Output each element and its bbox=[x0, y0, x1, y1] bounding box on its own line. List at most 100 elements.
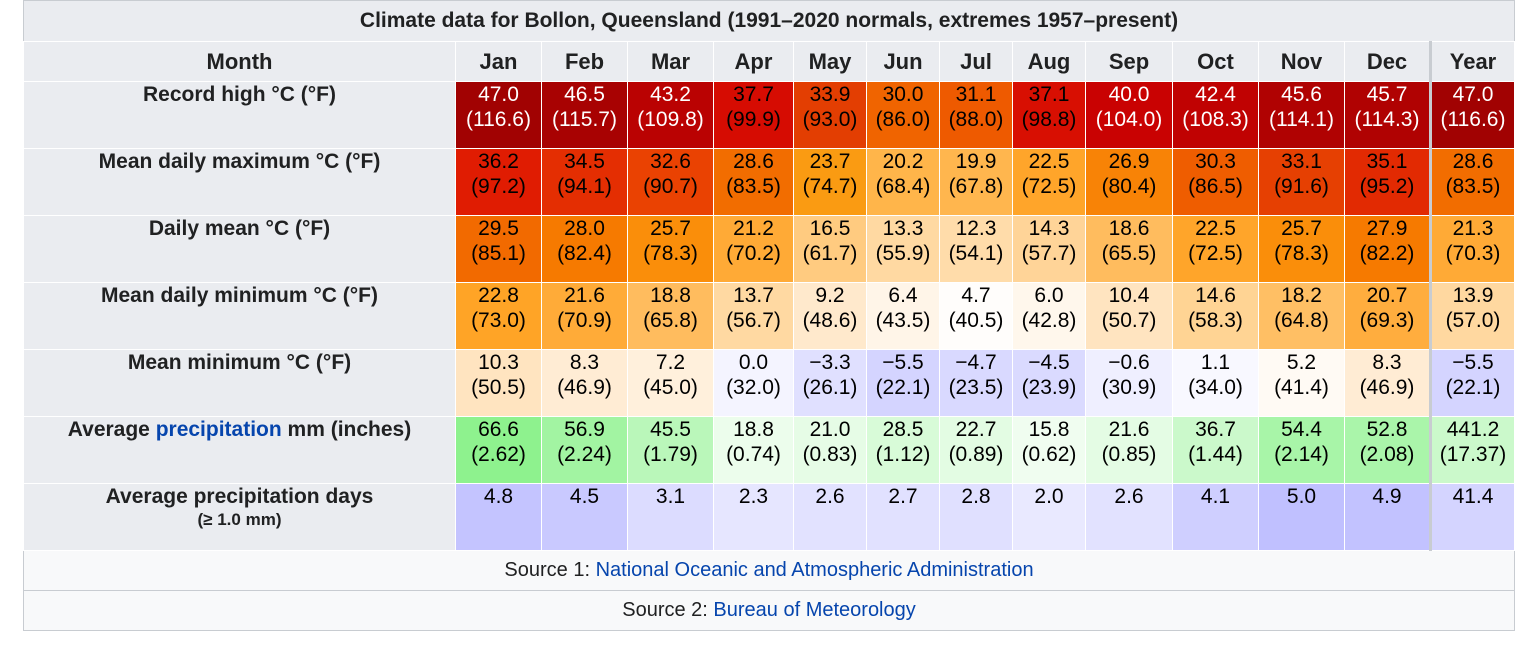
value-cell: 8.3 (46.9) bbox=[1344, 349, 1431, 417]
value-cell: 21.2 (70.2) bbox=[713, 215, 794, 283]
table-row: Average precipitation mm (inches) 66.6 (2.… bbox=[23, 416, 1515, 484]
value-cell: 16.5 (61.7) bbox=[793, 215, 867, 283]
imperial-value: (67.8) bbox=[948, 175, 1004, 198]
value-cell: 21.6 (0.85) bbox=[1085, 416, 1173, 484]
imperial-value: (85.1) bbox=[471, 242, 526, 265]
value-cell: 4.7 (40.5) bbox=[939, 282, 1013, 350]
imperial-value: (114.3) bbox=[1354, 108, 1420, 131]
value-cell: 3.1 bbox=[627, 483, 714, 551]
imperial-value: (65.5) bbox=[1101, 242, 1157, 265]
value-cell: 43.2 (109.8) bbox=[627, 81, 714, 149]
metric-value: 46.5 bbox=[564, 83, 605, 106]
imperial-value: (2.14) bbox=[1274, 443, 1329, 466]
value-cell: 30.0 (86.0) bbox=[866, 81, 940, 149]
value-cell: 2.0 bbox=[1012, 483, 1086, 551]
imperial-value: (69.3) bbox=[1359, 309, 1415, 332]
metric-value: 10.3 bbox=[478, 351, 519, 374]
imperial-value: (108.3) bbox=[1182, 108, 1249, 131]
value-cell: 45.7 (114.3) bbox=[1344, 81, 1431, 149]
metric-value: 8.3 bbox=[1372, 351, 1402, 374]
row-label-text: Average precipitation days bbox=[105, 485, 374, 508]
metric-value: 22.8 bbox=[478, 284, 519, 307]
source-link[interactable]: National Oceanic and Atmospheric Adminis… bbox=[595, 559, 1034, 581]
metric-value: 35.1 bbox=[1366, 150, 1408, 173]
imperial-value: (88.0) bbox=[948, 108, 1004, 131]
value-cell: 56.9 (2.24) bbox=[541, 416, 628, 484]
imperial-value: (99.9) bbox=[726, 108, 781, 131]
metric-value: 22.5 bbox=[1195, 217, 1236, 240]
metric-value: 22.7 bbox=[955, 418, 997, 441]
metric-value: 13.9 bbox=[1452, 284, 1494, 307]
metric-value: 21.6 bbox=[564, 284, 605, 307]
metric-value: −5.5 bbox=[882, 351, 924, 374]
metric-value: 22.5 bbox=[1028, 150, 1070, 173]
value-cell: −5.5 (22.1) bbox=[866, 349, 940, 417]
imperial-value: (41.4) bbox=[1274, 376, 1329, 399]
imperial-value: (91.6) bbox=[1274, 175, 1329, 198]
metric-value: 4.1 bbox=[1200, 485, 1231, 508]
imperial-value: (34.0) bbox=[1188, 376, 1243, 399]
metric-value: 13.3 bbox=[882, 217, 924, 240]
value-cell: 4.5 bbox=[541, 483, 628, 551]
value-cell: −0.6 (30.9) bbox=[1085, 349, 1173, 417]
month-header-oct: Oct bbox=[1172, 41, 1259, 82]
imperial-value: (86.0) bbox=[875, 108, 931, 131]
value-cell: 36.2 (97.2) bbox=[455, 148, 542, 216]
month-header-jul: Jul bbox=[939, 41, 1013, 82]
source-link[interactable]: Bureau of Meteorology bbox=[713, 599, 916, 621]
metric-value: 2.0 bbox=[1034, 485, 1064, 508]
year-cell: −5.5 (22.1) bbox=[1429, 349, 1515, 417]
imperial-value: (0.83) bbox=[802, 443, 858, 466]
imperial-value: (46.9) bbox=[1359, 376, 1415, 399]
metric-value: 14.6 bbox=[1195, 284, 1236, 307]
metric-value: 2.6 bbox=[815, 485, 845, 508]
metric-value: 15.8 bbox=[1028, 418, 1070, 441]
imperial-value: (2.08) bbox=[1359, 443, 1415, 466]
imperial-value: (22.1) bbox=[875, 376, 931, 399]
metric-value: 2.8 bbox=[961, 485, 991, 508]
month-header-apr: Apr bbox=[713, 41, 794, 82]
row-label-prefix: Average bbox=[67, 418, 156, 441]
precipitation-link[interactable]: precipitation bbox=[155, 418, 282, 441]
metric-value: 18.8 bbox=[650, 284, 691, 307]
value-cell: 37.7 (99.9) bbox=[713, 81, 794, 149]
value-cell: 9.2 (48.6) bbox=[793, 282, 867, 350]
imperial-value: (57.7) bbox=[1021, 242, 1077, 265]
imperial-value: (109.8) bbox=[637, 108, 704, 131]
row-label-text: Mean minimum °C (°F) bbox=[127, 351, 352, 374]
imperial-value: (64.8) bbox=[1274, 309, 1329, 332]
metric-value: 3.1 bbox=[655, 485, 686, 508]
imperial-value: (98.8) bbox=[1021, 108, 1077, 131]
row-label: Average precipitation mm (inches) bbox=[23, 416, 456, 484]
metric-value: 16.5 bbox=[809, 217, 851, 240]
imperial-value: (58.3) bbox=[1188, 309, 1243, 332]
imperial-value: (42.8) bbox=[1021, 309, 1077, 332]
value-cell: 13.3 (55.9) bbox=[866, 215, 940, 283]
value-cell: 2.3 bbox=[713, 483, 794, 551]
value-cell: 25.7 (78.3) bbox=[1258, 215, 1345, 283]
value-cell: −3.3 (26.1) bbox=[793, 349, 867, 417]
metric-value: 54.4 bbox=[1281, 418, 1322, 441]
year-cell: 441.2 (17.37) bbox=[1429, 416, 1515, 484]
value-cell: 28.6 (83.5) bbox=[713, 148, 794, 216]
source-prefix: Source 1: bbox=[504, 559, 596, 581]
metric-value: 66.6 bbox=[478, 418, 519, 441]
row-label: Mean minimum °C (°F) bbox=[23, 349, 456, 417]
metric-value: 4.8 bbox=[483, 485, 514, 508]
imperial-value: (2.24) bbox=[557, 443, 612, 466]
metric-value: 14.3 bbox=[1028, 217, 1070, 240]
imperial-value: (94.1) bbox=[557, 175, 612, 198]
metric-value: 6.0 bbox=[1034, 284, 1064, 307]
metric-value: 1.1 bbox=[1200, 351, 1231, 374]
metric-value: 19.9 bbox=[955, 150, 997, 173]
metric-value: −5.5 bbox=[1452, 351, 1494, 374]
value-cell: 27.9 (82.2) bbox=[1344, 215, 1431, 283]
year-header: Year bbox=[1429, 41, 1515, 82]
metric-value: 2.7 bbox=[888, 485, 918, 508]
imperial-value: (61.7) bbox=[802, 242, 858, 265]
year-cell: 28.6 (83.5) bbox=[1429, 148, 1515, 216]
metric-value: 4.7 bbox=[961, 284, 991, 307]
metric-value: 20.2 bbox=[882, 150, 924, 173]
source-cell: Source 1: National Oceanic and Atmospher… bbox=[23, 550, 1515, 591]
metric-value: 28.0 bbox=[564, 217, 605, 240]
